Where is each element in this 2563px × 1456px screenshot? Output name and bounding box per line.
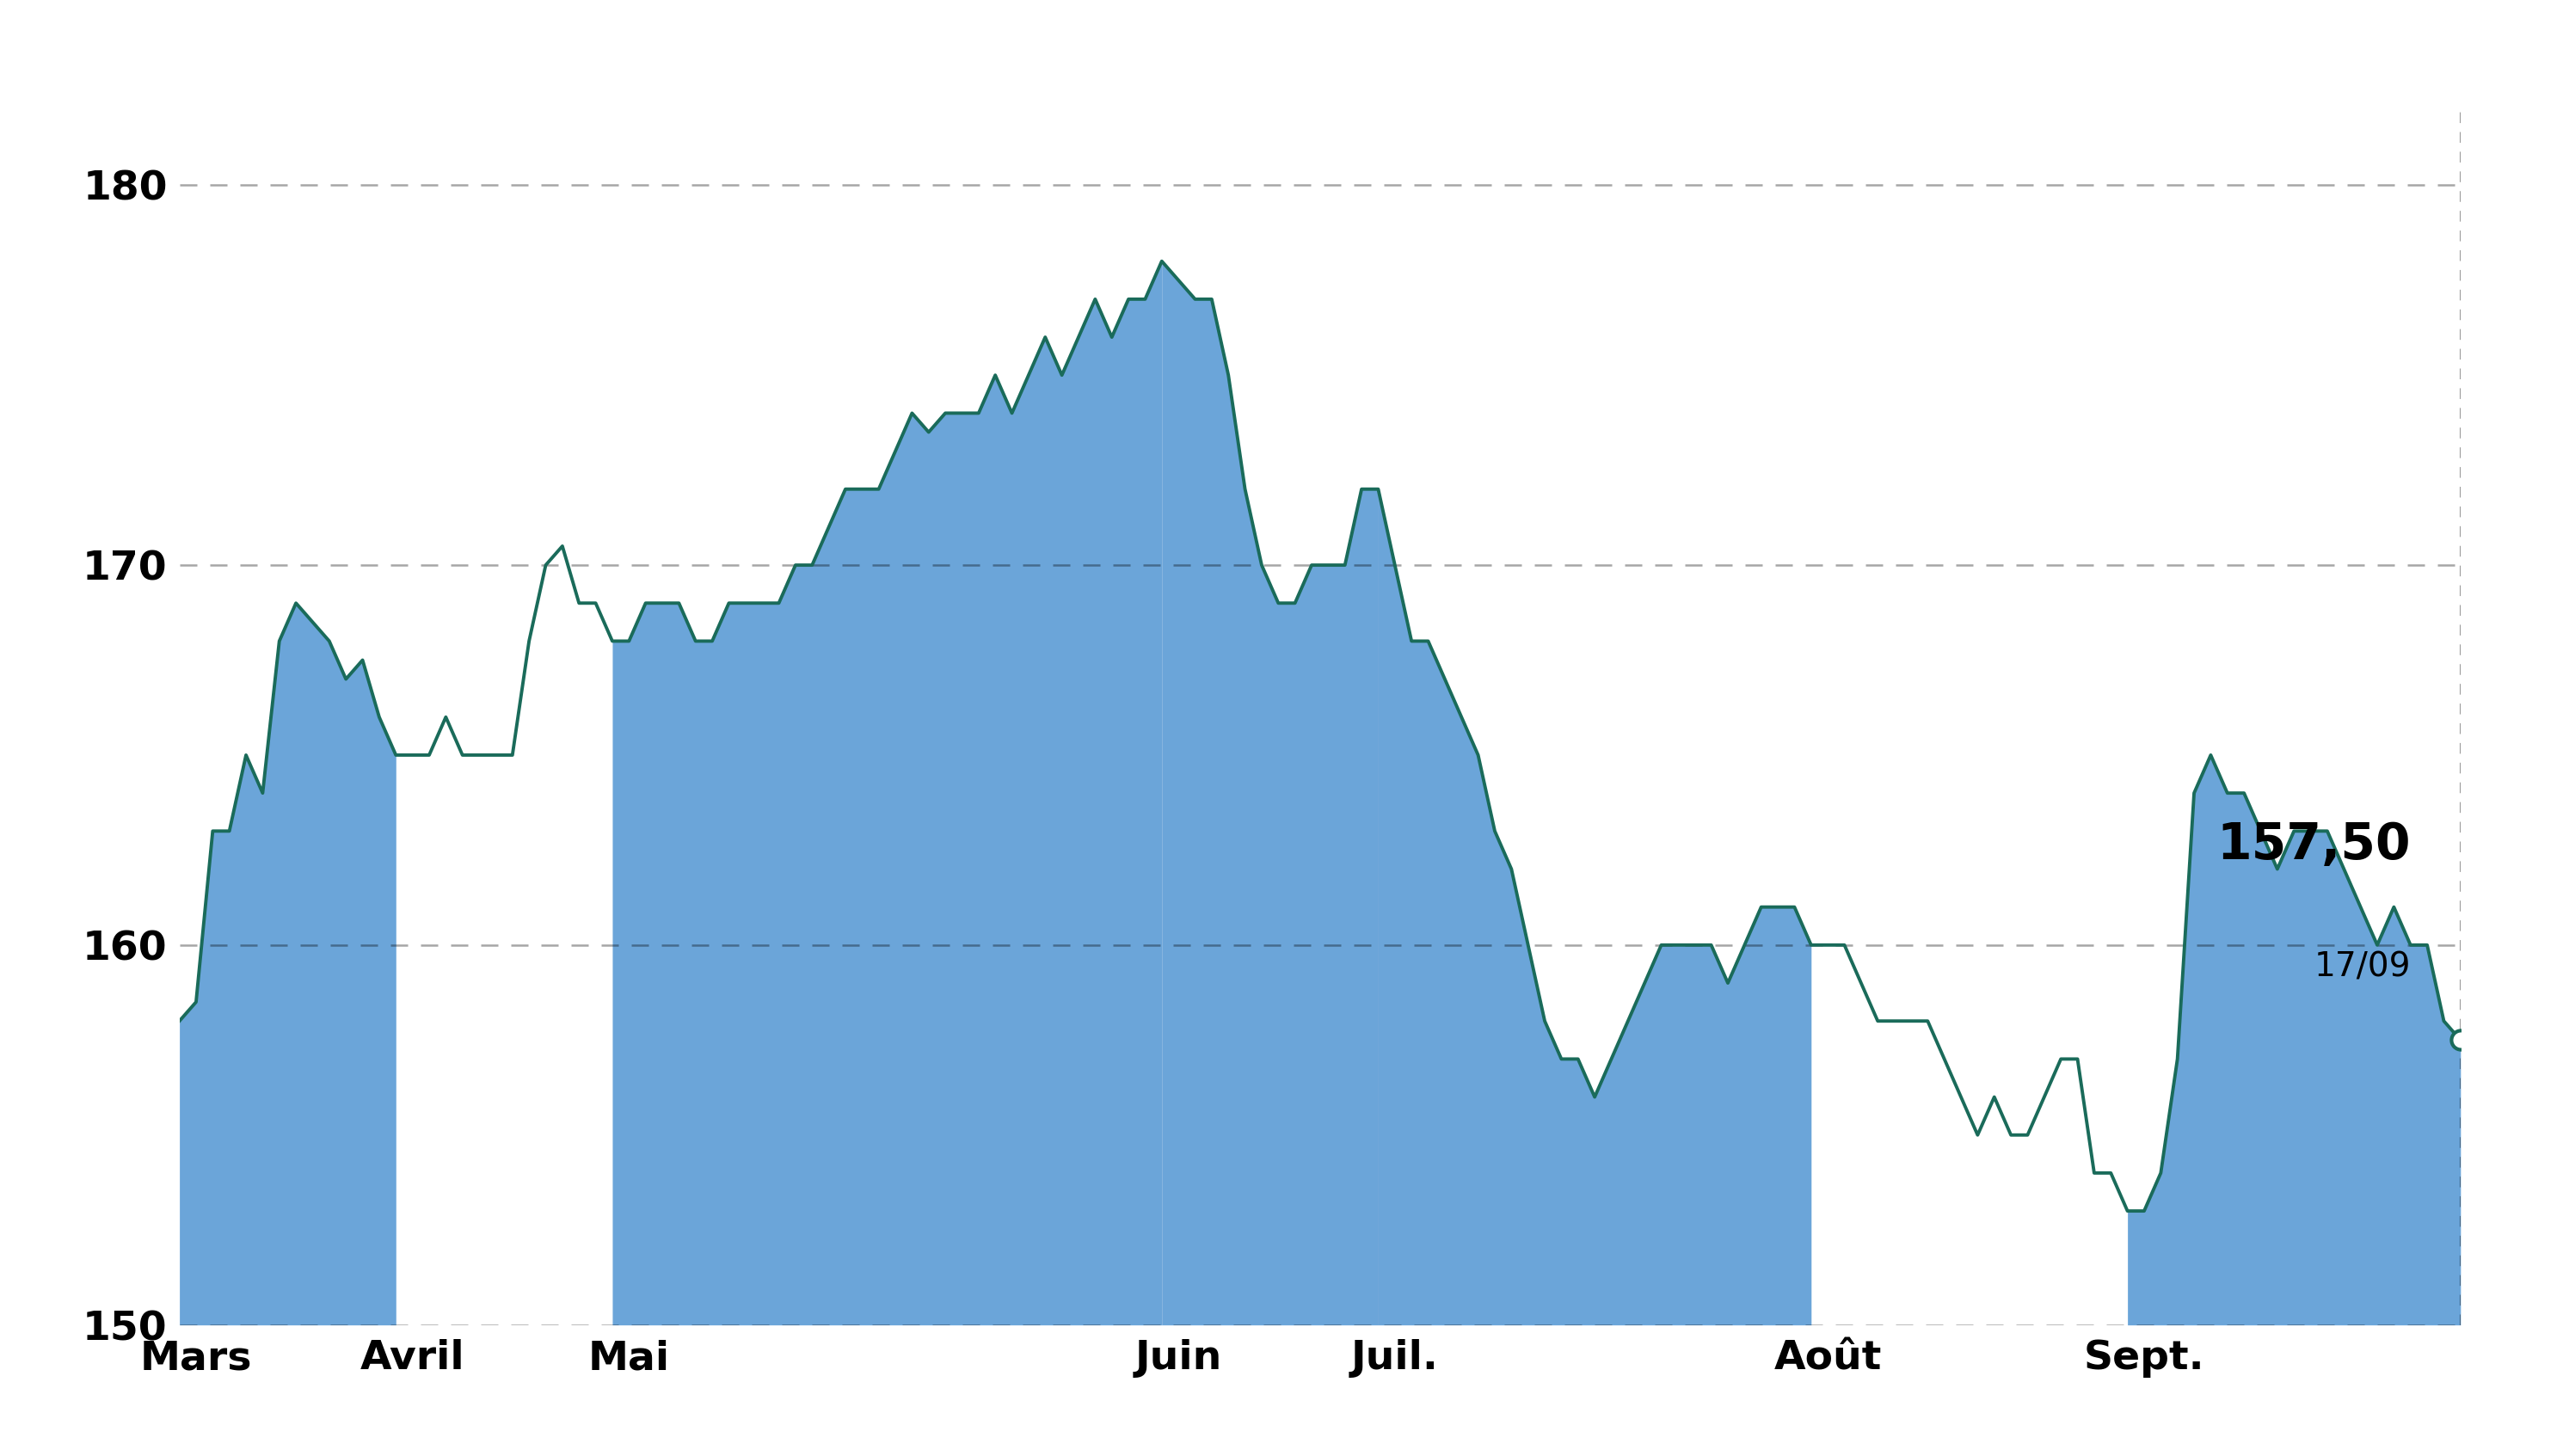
Text: TotalEnergiesGabon: TotalEnergiesGabon <box>797 17 1766 102</box>
Text: 157,50: 157,50 <box>2217 820 2412 869</box>
Text: 17/09: 17/09 <box>2314 951 2412 983</box>
